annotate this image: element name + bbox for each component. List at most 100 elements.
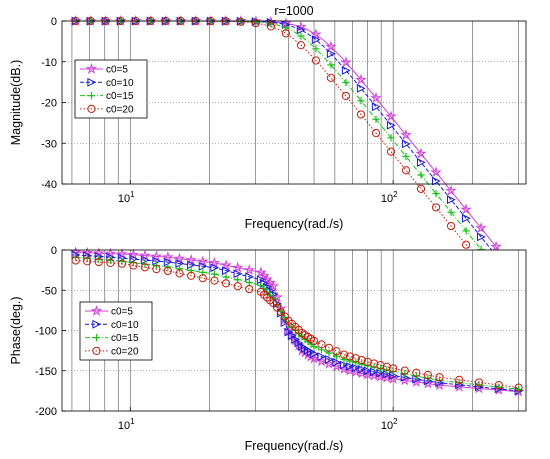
data-point — [127, 248, 140, 260]
data-point — [210, 263, 220, 273]
data-point — [117, 259, 127, 268]
data-point — [372, 115, 380, 123]
y-tick-label: -40 — [41, 179, 57, 191]
series-line — [75, 260, 519, 389]
data-point — [412, 368, 421, 377]
plot-phase: 0 -50 -100 -150 -200 101 102 Frequency(rad./s) P… — [9, 245, 527, 453]
data-point — [386, 120, 396, 130]
y-tick-label: -150 — [35, 366, 57, 378]
data-point — [296, 41, 306, 50]
y-tick-label: -10 — [41, 57, 57, 69]
y-axis-label: Phase(deg.) — [9, 296, 23, 364]
data-point — [326, 49, 336, 59]
data-point — [490, 240, 502, 252]
data-point — [312, 45, 320, 53]
data-point — [476, 232, 486, 242]
data-point — [423, 370, 433, 380]
data-point — [371, 102, 381, 112]
legend-marker — [87, 92, 96, 100]
legend-label: c0=5 — [106, 65, 128, 76]
data-point — [356, 110, 366, 119]
x-tick-label: 101 — [118, 190, 135, 205]
data-point — [494, 380, 503, 390]
data-point — [94, 257, 103, 267]
legend-label: c0=15 — [106, 91, 134, 102]
data-point — [363, 357, 372, 366]
data-point — [370, 91, 382, 103]
data-point — [139, 249, 151, 261]
data-point — [371, 128, 381, 138]
data-point — [386, 147, 396, 156]
data-point — [357, 355, 366, 365]
data-point — [342, 78, 350, 87]
data-point — [356, 83, 366, 93]
data-point — [326, 73, 336, 82]
data-point — [196, 255, 209, 267]
legend-marker — [92, 319, 102, 329]
data-point — [175, 265, 184, 273]
legend-marker — [92, 346, 101, 355]
legend-marker — [90, 304, 103, 317]
data-point — [256, 275, 266, 285]
data-point — [332, 352, 341, 360]
data-point — [208, 256, 221, 268]
y-tick-label: 0 — [51, 16, 57, 28]
data-point — [352, 359, 360, 367]
y-tick-label: -50 — [41, 285, 57, 297]
legend-label: c0=20 — [106, 104, 134, 115]
data-point — [401, 139, 411, 149]
data-point — [387, 134, 395, 142]
data-point — [474, 378, 484, 387]
data-point — [398, 374, 411, 386]
data-point — [198, 261, 208, 271]
legend-label: c0=10 — [111, 320, 139, 331]
data-point — [245, 284, 254, 294]
data-point — [71, 256, 80, 265]
data-point — [140, 263, 150, 272]
data-point — [447, 208, 455, 216]
data-point — [220, 259, 232, 271]
data-point — [317, 352, 327, 362]
data-point — [317, 340, 326, 349]
data-point — [324, 343, 334, 352]
data-point — [162, 251, 174, 263]
legend-label: c0=5 — [111, 307, 133, 318]
data-point — [369, 359, 379, 368]
legend-label: c0=10 — [106, 78, 134, 89]
chart-title: r=1000 — [274, 4, 313, 18]
data-point — [461, 213, 471, 223]
data-point — [400, 128, 412, 140]
data-point — [297, 32, 305, 40]
data-point — [341, 66, 351, 75]
data-point — [210, 276, 219, 285]
data-point — [341, 91, 351, 101]
y-tick-label: -100 — [35, 326, 57, 338]
x-tick-label: 102 — [381, 417, 398, 432]
data-point — [267, 280, 280, 292]
data-point — [332, 347, 341, 356]
data-point — [351, 354, 360, 363]
data-point — [332, 357, 342, 367]
data-point — [83, 257, 92, 266]
data-point — [402, 152, 410, 161]
x-tick-label: 102 — [381, 190, 398, 205]
data-point — [400, 366, 409, 375]
data-point — [416, 158, 426, 167]
data-point — [233, 282, 242, 291]
y-tick-label: -200 — [35, 406, 57, 418]
data-point — [325, 40, 337, 52]
y-tick-label: -30 — [41, 138, 57, 150]
y-tick-label: 0 — [51, 245, 57, 257]
legend: c0=5 c0=10 c0=15 c0=20 — [79, 301, 153, 361]
data-point — [430, 166, 442, 178]
plot-magnitude: 0 -10 -20 -30 -40 101 102 Frequency(rad./s) Magn… — [9, 4, 527, 311]
data-point — [435, 373, 444, 382]
y-axis-label: Magnitude(dB.) — [9, 60, 23, 145]
data-point — [327, 61, 335, 69]
x-axis-label: Frequency(rad./s) — [245, 217, 344, 231]
data-point — [236, 17, 245, 26]
data-point — [431, 176, 441, 186]
data-point — [129, 261, 138, 270]
legend-marker — [92, 334, 101, 342]
data-point — [445, 184, 457, 196]
